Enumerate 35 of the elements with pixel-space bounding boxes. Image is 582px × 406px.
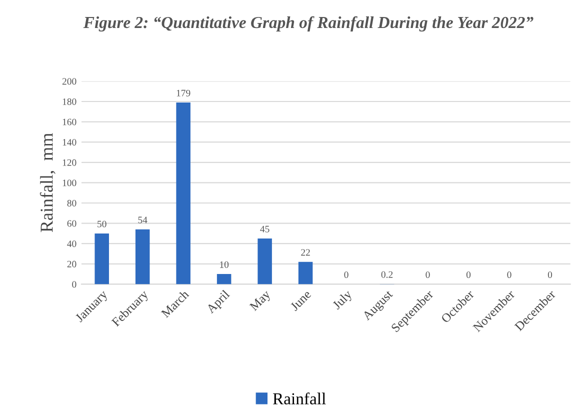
x-tick-label: July bbox=[332, 289, 354, 312]
data-label: 0 bbox=[344, 272, 348, 278]
data-label: 45 bbox=[260, 226, 270, 232]
y-tick-label: 140 bbox=[62, 139, 76, 146]
y-tick-label: 160 bbox=[62, 118, 76, 126]
data-label: 10 bbox=[220, 261, 229, 268]
data-label: 0 bbox=[466, 272, 471, 278]
data-label: 22 bbox=[301, 249, 310, 256]
y-tick-label: 0 bbox=[72, 281, 76, 288]
bar bbox=[298, 262, 313, 284]
y-axis-title: Rainfall, mm bbox=[40, 133, 56, 232]
legend-label: Rainfall bbox=[272, 392, 326, 404]
data-label: 0.2 bbox=[381, 271, 393, 278]
y-tick-label: 60 bbox=[67, 220, 76, 227]
data-label: 0 bbox=[426, 272, 430, 278]
data-label: 50 bbox=[98, 220, 106, 228]
chart-title: Figure 2: “Quantitative Graph of Rainfall During the Year 2022” bbox=[83, 16, 534, 32]
y-tick-label: 80 bbox=[67, 200, 76, 206]
data-label: 0 bbox=[507, 272, 512, 278]
bar bbox=[135, 229, 150, 284]
bar bbox=[258, 238, 272, 284]
data-label: 179 bbox=[176, 90, 190, 96]
data-label: 0 bbox=[548, 272, 552, 278]
y-tick-label: 120 bbox=[62, 159, 76, 166]
y-tick-label: 180 bbox=[62, 98, 76, 105]
x-tick-label: May bbox=[249, 289, 273, 314]
bar bbox=[94, 233, 109, 284]
data-label: 54 bbox=[138, 216, 148, 224]
y-tick-label: 100 bbox=[62, 180, 76, 186]
x-tick-label: June bbox=[290, 290, 312, 312]
bar bbox=[176, 102, 190, 284]
bar bbox=[216, 274, 232, 284]
y-tick-label: 20 bbox=[67, 260, 76, 268]
y-tick-label: 200 bbox=[62, 78, 76, 85]
y-tick-label: 40 bbox=[67, 240, 76, 248]
